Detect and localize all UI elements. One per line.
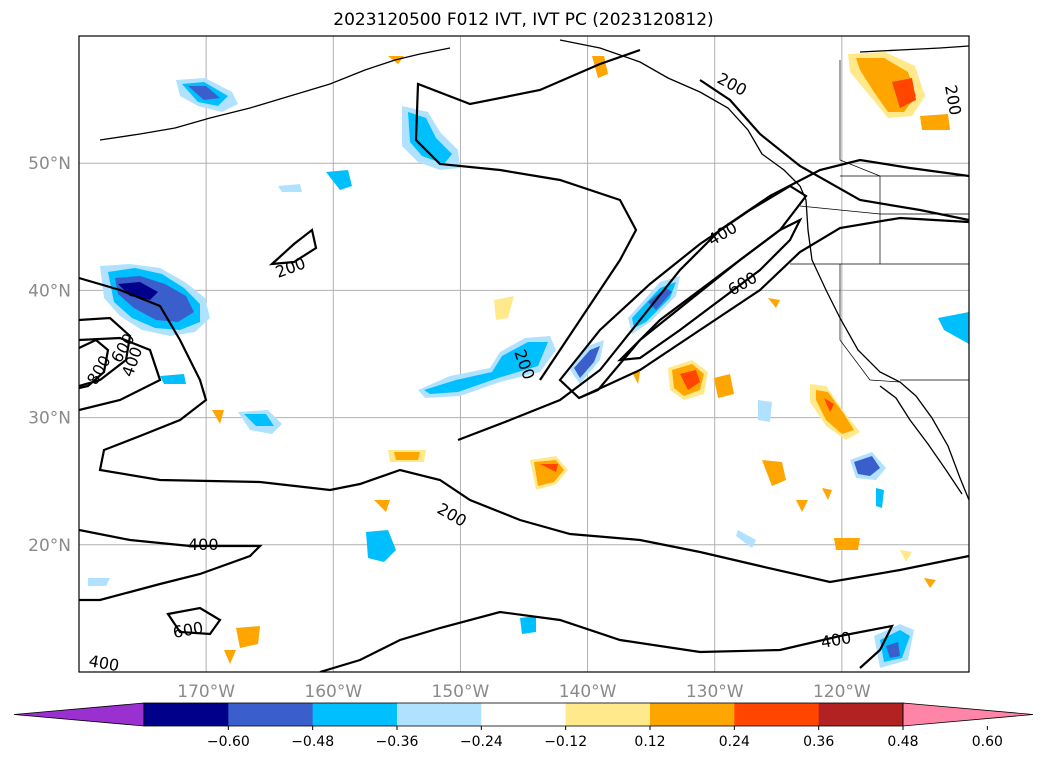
colorbar: −0.60 −0.48 −0.36 −0.24 −0.12 0.12 0.24 0.36 0.4… bbox=[13, 702, 1034, 750]
longitude-labels: 170°W 160°W 150°W 140°W 130°W 120°W bbox=[177, 682, 871, 702]
pc-negative-blob bbox=[408, 112, 452, 164]
pc-negative-blob bbox=[758, 400, 772, 422]
pc-negative-blob bbox=[854, 456, 880, 476]
latitude-label: 20°N bbox=[28, 536, 71, 556]
longitude-label: 160°W bbox=[304, 682, 362, 702]
colorbar-segment bbox=[650, 703, 735, 726]
pc-negative-blob bbox=[326, 170, 352, 190]
borders bbox=[790, 60, 969, 383]
contour-label: 400 bbox=[87, 651, 120, 675]
pc-positive-blob bbox=[924, 578, 936, 588]
pc-positive-blob bbox=[900, 550, 912, 562]
colorbar-tick-label: −0.60 bbox=[207, 734, 250, 750]
colorbar-tick-label: 0.24 bbox=[719, 734, 750, 750]
pc-positive-blob bbox=[824, 398, 834, 412]
pc-positive-blob bbox=[632, 372, 640, 384]
pc-positive-blob bbox=[834, 538, 860, 550]
pc-positive-blob bbox=[796, 500, 808, 512]
colorbar-tick-label: −0.12 bbox=[544, 734, 587, 750]
pc-shading bbox=[88, 52, 969, 668]
coastlines bbox=[99, 39, 969, 501]
ivt-contour-200 bbox=[414, 48, 641, 381]
latitude-label: 30°N bbox=[28, 409, 71, 429]
colorbar-tick-label: −0.36 bbox=[376, 734, 419, 750]
pc-positive-blob bbox=[920, 114, 950, 130]
pc-negative-blob bbox=[244, 414, 274, 426]
pc-positive-blob bbox=[892, 78, 916, 108]
longitude-label: 170°W bbox=[177, 682, 235, 702]
pc-negative-blob bbox=[278, 184, 302, 192]
colorbar-segment bbox=[144, 703, 229, 726]
pc-negative-blob bbox=[424, 342, 548, 394]
pc-negative-blob bbox=[520, 616, 536, 634]
pc-negative-blob bbox=[886, 642, 900, 658]
pc-negative-blob bbox=[366, 530, 396, 562]
map-frame bbox=[78, 35, 970, 673]
pc-positive-blob bbox=[212, 410, 224, 424]
ivt-contour-400 bbox=[558, 184, 808, 400]
pc-positive-blob bbox=[762, 460, 786, 486]
ivt-contour-200 bbox=[457, 158, 969, 442]
colorbar-segment bbox=[228, 703, 314, 726]
ivt-contours bbox=[79, 48, 969, 672]
ivt-contour-600 bbox=[79, 316, 132, 388]
colorbar-tick-label: 0.60 bbox=[972, 734, 1003, 750]
ivt-contour-400 bbox=[578, 216, 969, 399]
pc-negative-blob bbox=[736, 530, 756, 548]
pc-positive-blob bbox=[540, 464, 558, 472]
pc-negative-blob bbox=[188, 86, 220, 100]
ivt-contour-600 bbox=[617, 217, 803, 362]
ivt-contour-600 bbox=[166, 606, 222, 636]
pc-positive-blob bbox=[374, 500, 390, 512]
colorbar-segment bbox=[565, 703, 651, 726]
pc-negative-blob bbox=[938, 312, 969, 344]
colorbar-tick-label: 0.12 bbox=[634, 734, 665, 750]
plot-title: 2023120500 F012 IVT, IVT PC (2023120812) bbox=[333, 10, 714, 30]
pc-negative-blob bbox=[648, 288, 672, 310]
pc-negative-blob bbox=[160, 374, 186, 384]
colorbar-tick-label: 0.36 bbox=[803, 734, 834, 750]
latitude-labels: 20°N 30°N 40°N 50°N bbox=[28, 154, 71, 556]
longitude-label: 140°W bbox=[559, 682, 617, 702]
latitude-label: 40°N bbox=[28, 281, 71, 301]
latitude-label: 50°N bbox=[28, 154, 71, 174]
pc-positive-blob bbox=[394, 452, 420, 460]
colorbar-segment bbox=[481, 703, 567, 726]
pc-positive-blob bbox=[224, 650, 236, 664]
pc-positive-blob bbox=[680, 370, 700, 390]
pc-negative-blob bbox=[876, 488, 884, 508]
pc-negative-blob bbox=[574, 346, 600, 378]
pc-positive-blob bbox=[236, 626, 260, 648]
colorbar-tick-label: −0.48 bbox=[291, 734, 334, 750]
longitude-label: 120°W bbox=[813, 682, 871, 702]
pc-positive-blob bbox=[768, 298, 780, 308]
colorbar-extend-low bbox=[13, 702, 145, 727]
ivt-contour-800 bbox=[79, 338, 110, 390]
pc-negative-blob bbox=[100, 264, 210, 336]
colorbar-tick-label: 0.48 bbox=[887, 734, 918, 750]
colorbar-segment bbox=[818, 703, 904, 726]
colorbar-segment bbox=[397, 703, 482, 726]
pc-positive-blob bbox=[714, 374, 734, 398]
pc-negative-blob bbox=[88, 578, 110, 586]
pc-positive-blob bbox=[494, 296, 514, 320]
colorbar-segment bbox=[734, 703, 820, 726]
longitude-label: 150°W bbox=[432, 682, 490, 702]
ivt-contour-200 bbox=[699, 79, 969, 222]
colorbar-segment bbox=[312, 703, 398, 726]
colorbar-extend-high bbox=[902, 702, 1034, 727]
longitude-label: 130°W bbox=[686, 682, 744, 702]
ivt-contour-400 bbox=[79, 528, 263, 602]
ivt-contour-400 bbox=[319, 610, 894, 672]
colorbar-frame bbox=[143, 702, 904, 727]
ivt-contour-200 bbox=[79, 276, 969, 584]
pc-positive-blob bbox=[822, 488, 832, 500]
colorbar-tick-label: −0.24 bbox=[460, 734, 503, 750]
ivt-contour-200 bbox=[268, 228, 318, 266]
contour-label: 400 bbox=[188, 535, 219, 554]
ivt-contour-400 bbox=[79, 336, 162, 412]
